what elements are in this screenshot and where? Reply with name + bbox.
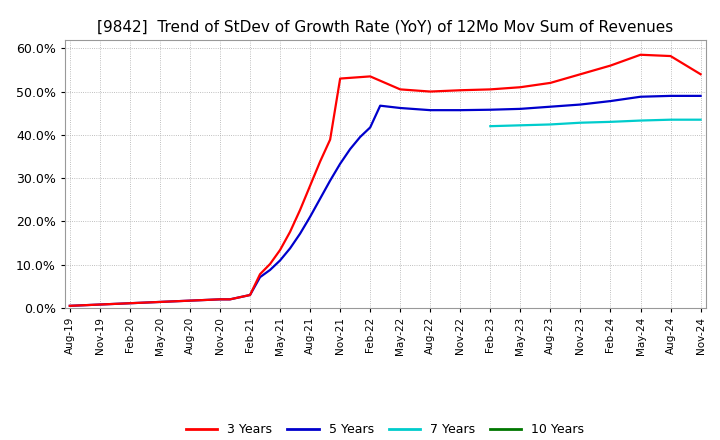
Legend: 3 Years, 5 Years, 7 Years, 10 Years: 3 Years, 5 Years, 7 Years, 10 Years [181, 418, 590, 440]
Title: [9842]  Trend of StDev of Growth Rate (YoY) of 12Mo Mov Sum of Revenues: [9842] Trend of StDev of Growth Rate (Yo… [97, 19, 673, 34]
